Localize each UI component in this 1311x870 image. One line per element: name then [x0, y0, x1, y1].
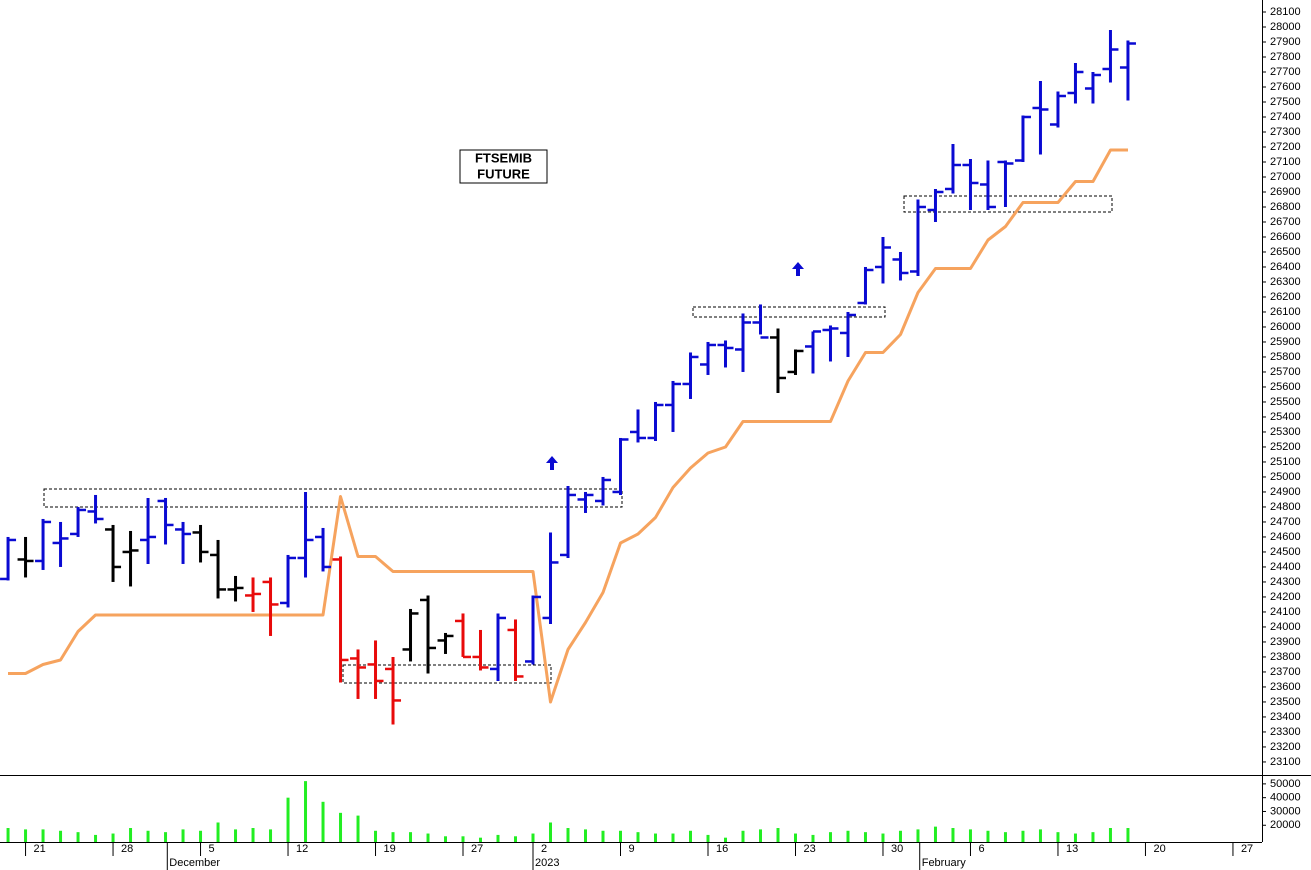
y-tick-label: 28000 [1270, 21, 1301, 33]
y-tick-label: 25500 [1270, 396, 1301, 408]
x-tick-label: 28 [121, 843, 133, 855]
y-tick-label: 27000 [1270, 171, 1301, 183]
range-boxes [43, 195, 1113, 684]
x-tick-label: 23 [803, 843, 815, 855]
x-tick-label: 19 [384, 843, 396, 855]
buy-arrow [546, 456, 558, 470]
y-tick-label: 25100 [1270, 456, 1301, 468]
title-line: FUTURE [477, 166, 530, 181]
y-tick-label: 24400 [1270, 561, 1301, 573]
x-tick-label: 27 [471, 843, 483, 855]
y-tick-label: 26100 [1270, 306, 1301, 318]
x-tick-label: 21 [34, 843, 46, 855]
y-tick-label: 26300 [1270, 276, 1301, 288]
volume-y-tick-label: 50000 [1270, 778, 1301, 790]
y-tick-label: 24700 [1270, 516, 1301, 528]
y-tick-label: 25200 [1270, 441, 1301, 453]
y-tick-label: 27300 [1270, 126, 1301, 138]
y-tick-label: 26700 [1270, 216, 1301, 228]
y-tick-label: 24200 [1270, 591, 1301, 603]
x-tick-label: 16 [716, 843, 728, 855]
x-tick-label: 27 [1241, 843, 1253, 855]
range-box [903, 195, 1113, 213]
y-tick-label: 24000 [1270, 621, 1301, 633]
y-tick-label: 23800 [1270, 651, 1301, 663]
y-tick-label: 25300 [1270, 426, 1301, 438]
x-tick-label: 9 [629, 843, 635, 855]
y-tick-label: 25800 [1270, 351, 1301, 363]
x-tick-label: 12 [296, 843, 308, 855]
title-box [459, 149, 548, 184]
x-tick-label: 2 [541, 843, 547, 855]
y-tick-label: 24100 [1270, 606, 1301, 618]
y-tick-label: 27900 [1270, 36, 1301, 48]
y-tick-label: 27400 [1270, 111, 1301, 123]
y-tick-label: 23100 [1270, 756, 1301, 768]
range-box [692, 306, 886, 318]
y-tick-label: 26600 [1270, 231, 1301, 243]
y-tick-label: 26400 [1270, 261, 1301, 273]
y-tick-label: 24300 [1270, 576, 1301, 588]
x-tick-label: 20 [1153, 843, 1165, 855]
y-tick-label: 25600 [1270, 381, 1301, 393]
month-label: 2023 [535, 857, 559, 869]
y-tick-label: 26200 [1270, 291, 1301, 303]
y-tick-label: 27100 [1270, 156, 1301, 168]
y-tick-label: 24600 [1270, 531, 1301, 543]
volume-y-tick-label: 30000 [1270, 805, 1301, 817]
y-tick-label: 27800 [1270, 51, 1301, 63]
month-label: December [169, 857, 220, 869]
y-tick-label: 23900 [1270, 636, 1301, 648]
y-tick-label: 25900 [1270, 336, 1301, 348]
y-tick-label: 27200 [1270, 141, 1301, 153]
y-tick-label: 25000 [1270, 471, 1301, 483]
y-tick-label: 24500 [1270, 546, 1301, 558]
x-tick-label: 13 [1066, 843, 1078, 855]
y-tick-label: 26900 [1270, 186, 1301, 198]
y-tick-label: 28100 [1270, 6, 1301, 18]
y-tick-label: 23500 [1270, 696, 1301, 708]
y-tick-label: 27700 [1270, 66, 1301, 78]
trailing-stop-line [8, 148, 1128, 704]
y-tick-label: 23300 [1270, 726, 1301, 738]
x-tick-label: 5 [209, 843, 215, 855]
range-box [43, 488, 623, 508]
y-tick-label: 24800 [1270, 501, 1301, 513]
x-tick-label: 6 [978, 843, 984, 855]
x-tick-label: 30 [891, 843, 903, 855]
signal-arrows [546, 262, 804, 470]
y-tick-label: 23400 [1270, 711, 1301, 723]
y-tick-label: 24900 [1270, 486, 1301, 498]
y-tick-label: 23200 [1270, 741, 1301, 753]
y-tick-label: 27600 [1270, 81, 1301, 93]
y-tick-label: 25700 [1270, 366, 1301, 378]
y-tick-label: 26800 [1270, 201, 1301, 213]
buy-arrow [792, 262, 804, 276]
title-line: FTSEMIB [475, 150, 532, 165]
y-tick-label: 26000 [1270, 321, 1301, 333]
volume-y-tick-label: 20000 [1270, 819, 1301, 831]
range-box [342, 664, 552, 684]
volume-y-tick-label: 40000 [1270, 792, 1301, 804]
y-tick-label: 23700 [1270, 666, 1301, 678]
y-tick-label: 23600 [1270, 681, 1301, 693]
y-tick-label: 27500 [1270, 96, 1301, 108]
y-tick-label: 26500 [1270, 246, 1301, 258]
month-label: February [922, 857, 967, 869]
y-tick-label: 25400 [1270, 411, 1301, 423]
